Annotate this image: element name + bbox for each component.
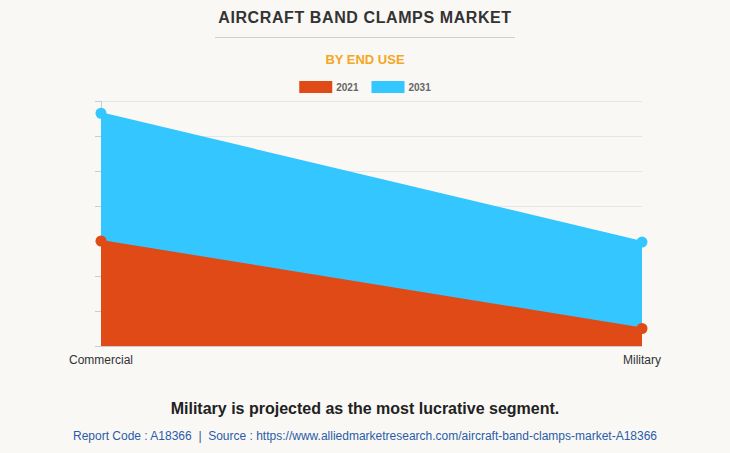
y-tick: [95, 136, 101, 137]
line: [101, 113, 642, 242]
subtitle: BY END USE: [325, 52, 405, 67]
caption: Military is projected as the most lucrat…: [171, 400, 560, 417]
y-tick: [95, 346, 101, 347]
y-tick: [95, 171, 101, 172]
legend-swatch: [299, 81, 332, 93]
title: AIRCRAFT BAND CLAMPS MARKET: [218, 9, 512, 26]
marker: [96, 108, 107, 119]
legend: 2021 2031: [299, 81, 431, 93]
data-layer: [96, 108, 648, 346]
area: [101, 113, 642, 346]
x-tick-label: Military: [623, 353, 661, 367]
legend-swatch: [372, 81, 405, 93]
area: [101, 241, 642, 346]
chart: AIRCRAFT BAND CLAMPS MARKET BY END USE Com…: [0, 0, 730, 453]
y-tick: [95, 311, 101, 312]
grid-line: [101, 346, 642, 347]
y-tick: [95, 276, 101, 277]
grid: [95, 102, 642, 347]
source: Report Code : A18366 | Source : https://…: [73, 429, 657, 443]
background: [0, 0, 730, 453]
marker: [637, 237, 648, 248]
legend-label: 2031: [409, 82, 432, 93]
marker: [637, 323, 648, 334]
y-tick: [95, 206, 101, 207]
line: [101, 241, 642, 329]
grid-line: [101, 101, 642, 102]
x-tick-label: Commercial: [69, 353, 133, 367]
y-tick: [95, 101, 101, 102]
title-rule: [215, 37, 515, 38]
legend-label: 2021: [336, 82, 359, 93]
marker: [96, 236, 107, 247]
